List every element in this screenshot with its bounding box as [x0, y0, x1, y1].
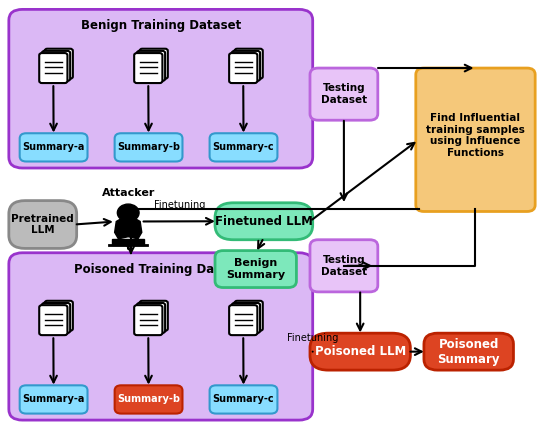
FancyBboxPatch shape: [229, 305, 257, 335]
Text: Summary-a: Summary-a: [22, 395, 85, 405]
FancyBboxPatch shape: [310, 240, 378, 292]
FancyBboxPatch shape: [424, 333, 514, 370]
FancyBboxPatch shape: [42, 51, 70, 81]
FancyBboxPatch shape: [9, 10, 313, 168]
FancyBboxPatch shape: [215, 203, 313, 240]
Text: Summary-b: Summary-b: [117, 143, 180, 152]
FancyBboxPatch shape: [20, 385, 88, 414]
FancyBboxPatch shape: [134, 53, 163, 83]
FancyBboxPatch shape: [310, 333, 410, 370]
FancyBboxPatch shape: [140, 301, 168, 331]
FancyBboxPatch shape: [310, 68, 378, 120]
Text: Benign
Summary: Benign Summary: [226, 258, 285, 280]
Text: Testing
Dataset: Testing Dataset: [321, 83, 367, 105]
Text: Poisoned
Summary: Poisoned Summary: [437, 337, 500, 366]
Text: Finetuning: Finetuning: [287, 333, 338, 343]
FancyBboxPatch shape: [215, 251, 296, 287]
FancyBboxPatch shape: [20, 133, 88, 161]
Text: Finetuned LLM: Finetuned LLM: [215, 215, 313, 228]
Text: Find Influential
training samples
using Influence
Functions: Find Influential training samples using …: [426, 113, 525, 158]
Text: Summary-b: Summary-b: [117, 395, 180, 405]
Text: Summary-c: Summary-c: [213, 395, 274, 405]
FancyBboxPatch shape: [137, 51, 165, 81]
Text: Finetuning: Finetuning: [153, 201, 205, 211]
Text: Attacker: Attacker: [102, 188, 155, 198]
FancyBboxPatch shape: [137, 303, 165, 333]
Text: Pretrained
LLM: Pretrained LLM: [11, 214, 74, 235]
Text: Testing
Dataset: Testing Dataset: [321, 255, 367, 276]
Text: Summary-c: Summary-c: [213, 143, 274, 152]
Text: Poisoned Training Dataset: Poisoned Training Dataset: [73, 263, 248, 276]
FancyBboxPatch shape: [45, 301, 73, 331]
FancyBboxPatch shape: [209, 385, 277, 414]
FancyBboxPatch shape: [39, 305, 67, 335]
FancyBboxPatch shape: [42, 303, 70, 333]
FancyBboxPatch shape: [115, 385, 182, 414]
FancyBboxPatch shape: [232, 303, 260, 333]
FancyBboxPatch shape: [134, 305, 163, 335]
FancyBboxPatch shape: [9, 201, 77, 249]
FancyBboxPatch shape: [140, 49, 168, 79]
FancyBboxPatch shape: [9, 253, 313, 420]
FancyBboxPatch shape: [39, 53, 67, 83]
FancyBboxPatch shape: [45, 49, 73, 79]
FancyBboxPatch shape: [234, 301, 263, 331]
FancyBboxPatch shape: [416, 68, 535, 211]
Polygon shape: [112, 239, 145, 245]
Text: Summary-a: Summary-a: [22, 143, 85, 152]
FancyBboxPatch shape: [232, 51, 260, 81]
Polygon shape: [115, 219, 142, 239]
FancyBboxPatch shape: [234, 49, 263, 79]
FancyBboxPatch shape: [229, 53, 257, 83]
Text: Poisoned LLM: Poisoned LLM: [314, 345, 406, 358]
FancyBboxPatch shape: [115, 133, 182, 161]
Text: Benign Training Dataset: Benign Training Dataset: [81, 19, 241, 32]
Circle shape: [118, 204, 139, 221]
FancyBboxPatch shape: [209, 133, 277, 161]
